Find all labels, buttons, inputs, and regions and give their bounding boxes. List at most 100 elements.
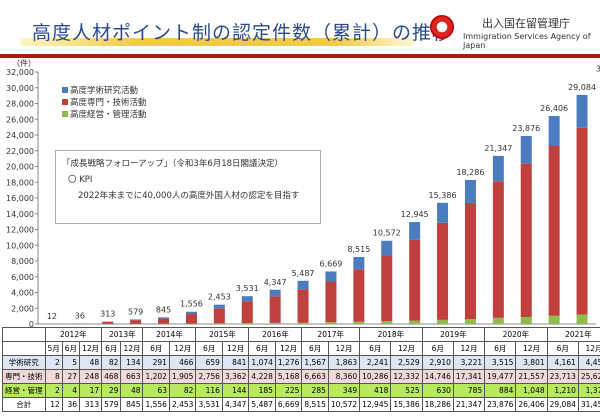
bar-total-label: 26,406 [540,104,568,113]
bar-segment [213,323,225,324]
bar-total-label: 31,451 [596,64,600,73]
bar-total-label: 6,669 [319,259,342,268]
bar-segment [409,320,421,324]
bar-segment [241,323,253,324]
table-cell: 630 [421,383,454,398]
table-cell: 4,228 [248,369,276,384]
bar-segment [130,319,142,321]
bar-total-label: 36 [75,312,85,321]
month-header: 12月 [515,341,548,356]
table-cell: 31,451 [577,397,600,412]
month-header: 6月 [142,341,170,356]
table-cell: 4,161 [546,355,579,370]
bar-segment [576,127,588,315]
bar-total-label: 18,286 [456,168,484,177]
bar-segment [520,317,532,324]
corner-cell [2,341,46,356]
y-tick-label: 4,000 [11,289,34,298]
month-header: 6月 [248,341,276,356]
legend: 高度学術研究活動 高度専門・技術活動 高度経営・管理活動 [62,85,147,121]
y-tick-label: 16,000 [6,194,34,203]
bar-segment [520,163,532,318]
bar-total-label: 15,386 [429,191,457,200]
table-cell: 8,360 [327,369,361,384]
month-header: 12月 [452,341,486,356]
page-title: 高度人材ポイント制の認定件数（累計）の推移 [32,22,453,44]
bar-segment [213,308,225,324]
bar-segment [102,321,114,324]
table-cell: 48 [79,355,103,370]
bar-segment [548,116,560,146]
table-cell: 1,210 [546,383,579,398]
y-tick-label: 30,000 [6,84,34,93]
bar-segment [464,319,476,324]
month-row: 5月 6月 12月 6月 12月 6月 12月 6月 12月 6月 12月 6月 12月 6月 12月 6月 1… [2,341,600,356]
table-cell: 659 [195,355,223,370]
legend-item: 高度経営・管理活動 [62,109,147,121]
table-row: 専門・技術 8 27 248 468 663 1,202 1,905 2,756 3,362 4,2… [2,369,600,384]
bar-total-label: 12 [47,312,57,321]
table-cell: 1,276 [274,355,303,370]
table-row: 学術研究 2 5 48 82 134 291 466 659 841 1,074 1,276 1,567… [2,355,600,370]
bar-total-label: 579 [128,307,143,316]
y-tick-label: 2,000 [11,304,34,313]
table-cell: 48 [120,383,144,398]
bar-total-label: 10,572 [373,229,401,238]
bar-segment [325,281,337,323]
bar-total-label: 8,515 [347,245,370,254]
bar-segment [492,317,504,324]
table-cell: 63 [142,383,170,398]
table-cell: 4,347 [221,397,250,412]
year-header: 2020年 [484,327,548,342]
bar-segment [353,269,365,322]
table-cell: 663 [120,369,144,384]
month-header: 12月 [79,341,103,356]
corner-cell [2,327,46,342]
table-cell: 2,241 [359,355,392,370]
month-header: 12月 [327,341,361,356]
table-cell: 82 [101,355,122,370]
bar-segment [576,314,588,324]
y-axis-label: （件） [12,58,36,68]
bar-segment [325,322,337,324]
year-header: 2018年 [359,327,423,342]
bar-segment [520,135,532,164]
table-cell: 785 [452,383,486,398]
year-row: 2012年 2013年 2014年 2015年 2016年 2017年 2018年 2019年… [2,327,600,342]
bar-total-label: 5,487 [292,269,315,278]
bar-segment [185,311,197,315]
month-header: 6月 [546,341,579,356]
month-header: 12月 [390,341,423,356]
year-header: 2014年 [142,327,197,342]
table-cell: 3,362 [221,369,250,384]
table-cell: 19,477 [484,369,517,384]
table-cell: 1,567 [301,355,329,370]
table-cell: 884 [484,383,517,398]
table-cell: 185 [248,383,276,398]
y-tick-label: 12,000 [6,226,34,235]
table-cell: 2,756 [195,369,223,384]
data-table: 2012年 2013年 2014年 2015年 2016年 2017年 2018年 2019年… [2,327,600,412]
table-cell: 349 [327,383,361,398]
month-header: 6月 [195,341,223,356]
y-tick-label: 8,000 [11,257,34,266]
table-cell: 5,487 [248,397,276,412]
table-cell: 2,453 [168,397,197,412]
table-cell: 8 [44,369,63,384]
table-cell: 3,221 [452,355,486,370]
table-cell: 418 [359,383,392,398]
kpi-heading: 〇 KPI [68,175,93,185]
bar-total-label: 4,347 [264,278,287,287]
month-header: 5月 [44,341,63,356]
table-cell: 2,910 [421,355,454,370]
bar-total-label: 29,084 [568,83,596,92]
table-cell: 285 [301,383,329,398]
bar-segment [576,94,588,128]
table-cell: 10,286 [359,369,392,384]
table-cell: 3,801 [515,355,548,370]
bar-segment [269,296,281,323]
table-cell: 1,863 [327,355,361,370]
table-cell: 4 [61,383,81,398]
table-cell: 3,515 [484,355,517,370]
bar-total-label: 845 [156,305,171,314]
